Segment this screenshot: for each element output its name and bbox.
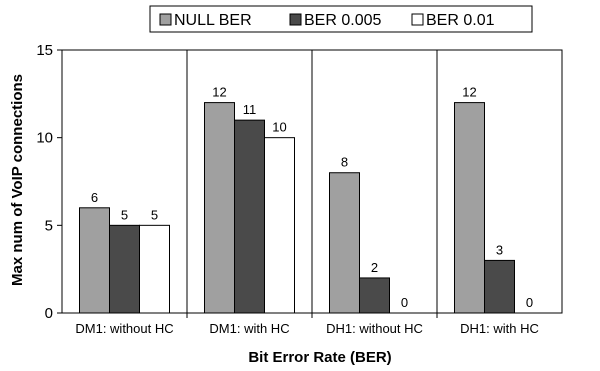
data-label: 12: [212, 85, 226, 100]
data-label: 5: [121, 207, 128, 222]
legend-box: [149, 5, 533, 33]
data-label: 2: [371, 260, 378, 275]
legend-swatch: [289, 13, 302, 26]
y-axis-title: Max num of VoIP connections: [9, 74, 26, 286]
data-label: 0: [401, 295, 408, 310]
x-tick-label: DM1: without HC: [75, 321, 173, 336]
bar: [329, 172, 360, 314]
data-label: 6: [91, 190, 98, 205]
bar: [484, 259, 515, 314]
bar: [454, 102, 485, 314]
data-label: 3: [496, 242, 503, 257]
legend: NULL BER BER 0.005 BER 0.01: [149, 5, 533, 33]
bar: [109, 224, 140, 314]
x-axis-title: Bit Error Rate (BER): [248, 349, 391, 366]
x-tick-label: DH1: with HC: [460, 321, 539, 336]
y-tick-label: 10: [36, 130, 53, 147]
bar: [139, 224, 170, 314]
legend-swatch: [411, 13, 424, 26]
data-label: 12: [462, 85, 476, 100]
plot-area: 0 5 10 15 DM1: without HC DM1: with HC DH1: wi…: [36, 42, 563, 336]
data-label: 8: [341, 155, 348, 170]
legend-label: BER 0.01: [426, 12, 495, 29]
bar: [79, 207, 110, 314]
bar: [359, 277, 390, 314]
data-label: 11: [243, 102, 257, 117]
x-tick-label: DM1: with HC: [209, 321, 289, 336]
y-tick-label: 5: [45, 217, 53, 234]
bar: [234, 119, 265, 314]
legend-swatch: [159, 13, 172, 26]
x-tick-label: DH1: without HC: [326, 321, 423, 336]
bar: [264, 137, 295, 314]
data-label: 5: [151, 207, 158, 222]
data-label: 0: [526, 295, 533, 310]
legend-label: NULL BER: [174, 12, 252, 29]
y-tick-label: 15: [36, 42, 53, 59]
y-tick-label: 0: [45, 305, 53, 322]
data-label: 10: [272, 120, 286, 135]
legend-label: BER 0.005: [304, 12, 381, 29]
bar: [204, 102, 235, 314]
